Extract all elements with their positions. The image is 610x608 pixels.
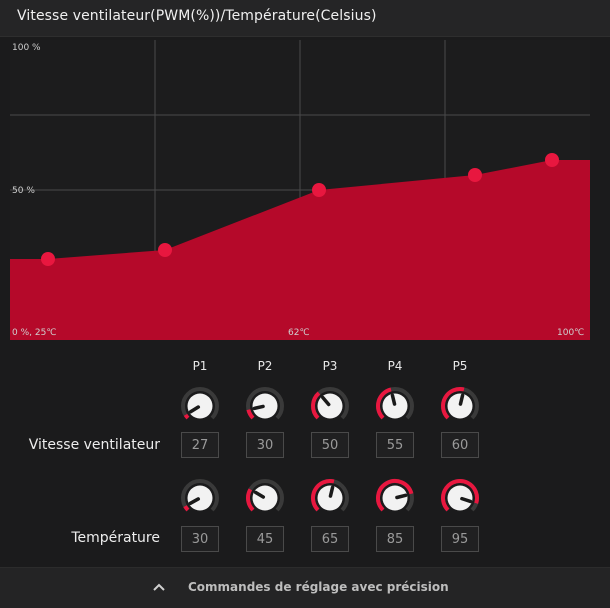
column-label-p1: P1 xyxy=(192,359,208,373)
fan-speed-knob-p5[interactable] xyxy=(440,386,480,426)
curve-point-p2[interactable] xyxy=(158,243,172,257)
column-label-p2: P2 xyxy=(257,359,273,373)
knob-controls: Vitesse ventilateur Température P1 P2 P3 P4… xyxy=(0,340,610,570)
fan-speed-row-label: Vitesse ventilateur xyxy=(28,437,160,453)
title-bar: Vitesse ventilateur(PWM(%))/Température(… xyxy=(0,0,610,37)
fan-curve-svg[interactable]: 100 % 50 % 0 %, 25℃ 62℃ 100℃ xyxy=(10,40,590,340)
fan-speed-value-p5[interactable]: 60 xyxy=(441,432,479,458)
temperature-knob-p1[interactable] xyxy=(180,478,220,518)
fan-speed-value-p2[interactable]: 30 xyxy=(246,432,284,458)
temperature-knob-p2[interactable] xyxy=(245,478,285,518)
precision-controls-toggle[interactable]: Commandes de réglage avec précision xyxy=(0,567,610,608)
footer-label: Commandes de réglage avec précision xyxy=(188,580,449,594)
temperature-value-p2[interactable]: 45 xyxy=(246,526,284,552)
chevron-up-icon xyxy=(153,583,165,591)
temperature-knob-p3[interactable] xyxy=(310,478,350,518)
temperature-row-label: Température xyxy=(71,530,160,546)
curve-point-p3[interactable] xyxy=(312,183,326,197)
column-label-p4: P4 xyxy=(387,359,403,373)
temperature-value-p3[interactable]: 65 xyxy=(311,526,349,552)
page-title: Vitesse ventilateur(PWM(%))/Température(… xyxy=(17,8,377,24)
curve-point-p1[interactable] xyxy=(41,252,55,266)
fan-speed-value-p3[interactable]: 50 xyxy=(311,432,349,458)
column-label-p3: P3 xyxy=(322,359,338,373)
fan-speed-value-p1[interactable]: 27 xyxy=(181,432,219,458)
fan-curve-chart[interactable]: 100 % 50 % 0 %, 25℃ 62℃ 100℃ xyxy=(10,40,590,340)
temperature-value-p1[interactable]: 30 xyxy=(181,526,219,552)
temperature-knob-p5[interactable] xyxy=(440,478,480,518)
fan-speed-knob-p3[interactable] xyxy=(310,386,350,426)
fan-curve-area xyxy=(10,160,590,340)
x-tick-label-mid: 62℃ xyxy=(288,328,310,338)
curve-point-p4[interactable] xyxy=(468,168,482,182)
y-tick-label-50: 50 % xyxy=(12,186,35,196)
column-label-p5: P5 xyxy=(452,359,468,373)
fan-speed-knob-p2[interactable] xyxy=(245,386,285,426)
temperature-knob-p4[interactable] xyxy=(375,478,415,518)
x-tick-label-right: 100℃ xyxy=(557,328,584,338)
temperature-value-p5[interactable]: 95 xyxy=(441,526,479,552)
y-tick-label-100: 100 % xyxy=(12,43,41,53)
fan-speed-knob-p1[interactable] xyxy=(180,386,220,426)
fan-speed-value-p4[interactable]: 55 xyxy=(376,432,414,458)
curve-point-p5[interactable] xyxy=(545,153,559,167)
fan-speed-knob-p4[interactable] xyxy=(375,386,415,426)
temperature-value-p4[interactable]: 85 xyxy=(376,526,414,552)
x-tick-label-left: 0 %, 25℃ xyxy=(12,328,56,338)
